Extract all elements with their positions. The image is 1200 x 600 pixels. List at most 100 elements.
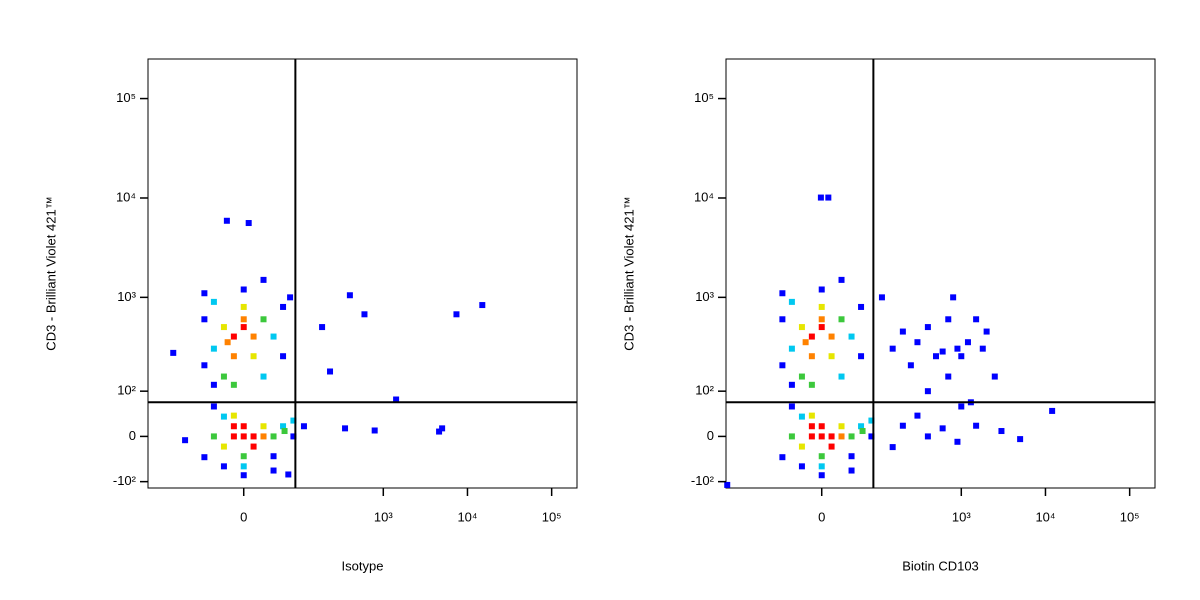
event-point <box>371 427 378 434</box>
event-point <box>954 438 961 445</box>
plot-frame <box>147 58 578 489</box>
event-point <box>240 453 247 460</box>
y-tick-label: -10² <box>113 473 137 488</box>
y-tick-label: 0 <box>707 428 714 443</box>
event-point <box>230 433 237 440</box>
event-point <box>260 433 267 440</box>
event-point <box>346 292 353 299</box>
event-point <box>240 472 247 479</box>
y-tick-label: 10⁴ <box>116 189 136 204</box>
event-point <box>979 345 986 352</box>
x-tick-label: 10⁵ <box>1120 509 1140 524</box>
event-point <box>210 433 217 440</box>
event-point <box>230 353 237 360</box>
event-point <box>859 428 866 435</box>
event-point <box>182 437 189 444</box>
y-axis-title: CD3 - Brilliant Violet 421™ <box>43 196 58 350</box>
event-point <box>223 217 230 224</box>
event-point <box>798 463 805 470</box>
event-point <box>818 433 825 440</box>
event-point <box>1049 407 1056 414</box>
event-point <box>899 328 906 335</box>
x-tick-label: 10³ <box>952 509 971 524</box>
event-point <box>798 324 805 331</box>
event-point <box>788 403 795 410</box>
event-point <box>300 423 307 430</box>
event-point <box>260 373 267 380</box>
event-point <box>250 333 257 340</box>
event-point <box>240 463 247 470</box>
event-point <box>724 481 731 488</box>
event-point <box>958 403 965 410</box>
event-point <box>933 353 940 360</box>
event-point <box>858 423 865 430</box>
event-point <box>848 433 855 440</box>
event-point <box>779 454 786 461</box>
event-point <box>250 443 257 450</box>
event-point <box>230 381 237 388</box>
event-point <box>280 423 287 430</box>
event-point <box>950 294 957 301</box>
event-point <box>245 220 252 227</box>
event-point <box>230 423 237 430</box>
event-point <box>280 353 287 360</box>
event-point <box>280 303 287 310</box>
event-point <box>1017 436 1024 443</box>
event-point <box>924 433 931 440</box>
y-tick-label: 10⁵ <box>116 90 136 105</box>
event-point <box>779 362 786 369</box>
y-axis-title: CD3 - Brilliant Violet 421™ <box>621 196 636 350</box>
event-point <box>858 303 865 310</box>
event-point <box>878 294 885 301</box>
event-point <box>270 333 277 340</box>
event-point <box>945 373 952 380</box>
event-point <box>788 345 795 352</box>
event-point <box>858 353 865 360</box>
event-point <box>818 324 825 331</box>
event-point <box>250 353 257 360</box>
x-tick-label: 10⁴ <box>1035 509 1055 524</box>
event-point <box>868 417 875 424</box>
y-tick-label: 0 <box>129 428 136 443</box>
event-point <box>838 373 845 380</box>
event-point <box>210 345 217 352</box>
y-tick-label: 10⁴ <box>694 189 714 204</box>
event-point <box>998 428 1005 435</box>
x-tick-label: 10⁵ <box>542 509 562 524</box>
event-point <box>838 276 845 283</box>
event-point <box>270 467 277 474</box>
event-point <box>808 433 815 440</box>
event-point <box>798 373 805 380</box>
event-point <box>788 433 795 440</box>
event-point <box>210 381 217 388</box>
event-point <box>342 425 349 432</box>
event-point <box>798 443 805 450</box>
event-point <box>817 194 824 201</box>
event-point <box>973 316 980 323</box>
event-point <box>230 333 237 340</box>
event-point <box>260 316 267 323</box>
y-tick-label: 10³ <box>695 289 714 304</box>
plot-frame <box>725 58 1156 489</box>
event-point <box>260 423 267 430</box>
event-point <box>945 316 952 323</box>
event-point <box>818 423 825 430</box>
event-point <box>201 316 208 323</box>
event-point <box>889 345 896 352</box>
event-point <box>848 467 855 474</box>
x-axis-title: Biotin CD103 <box>902 558 979 573</box>
event-point <box>240 433 247 440</box>
event-point <box>220 373 227 380</box>
event-point <box>818 453 825 460</box>
event-point <box>220 443 227 450</box>
event-point <box>924 324 931 331</box>
event-point <box>270 433 277 440</box>
event-point <box>210 298 217 305</box>
event-point <box>825 194 832 201</box>
event-point <box>285 471 292 478</box>
event-point <box>439 425 446 432</box>
event-point <box>240 423 247 430</box>
event-point <box>838 433 845 440</box>
event-point <box>210 403 217 410</box>
event-point <box>479 302 486 309</box>
